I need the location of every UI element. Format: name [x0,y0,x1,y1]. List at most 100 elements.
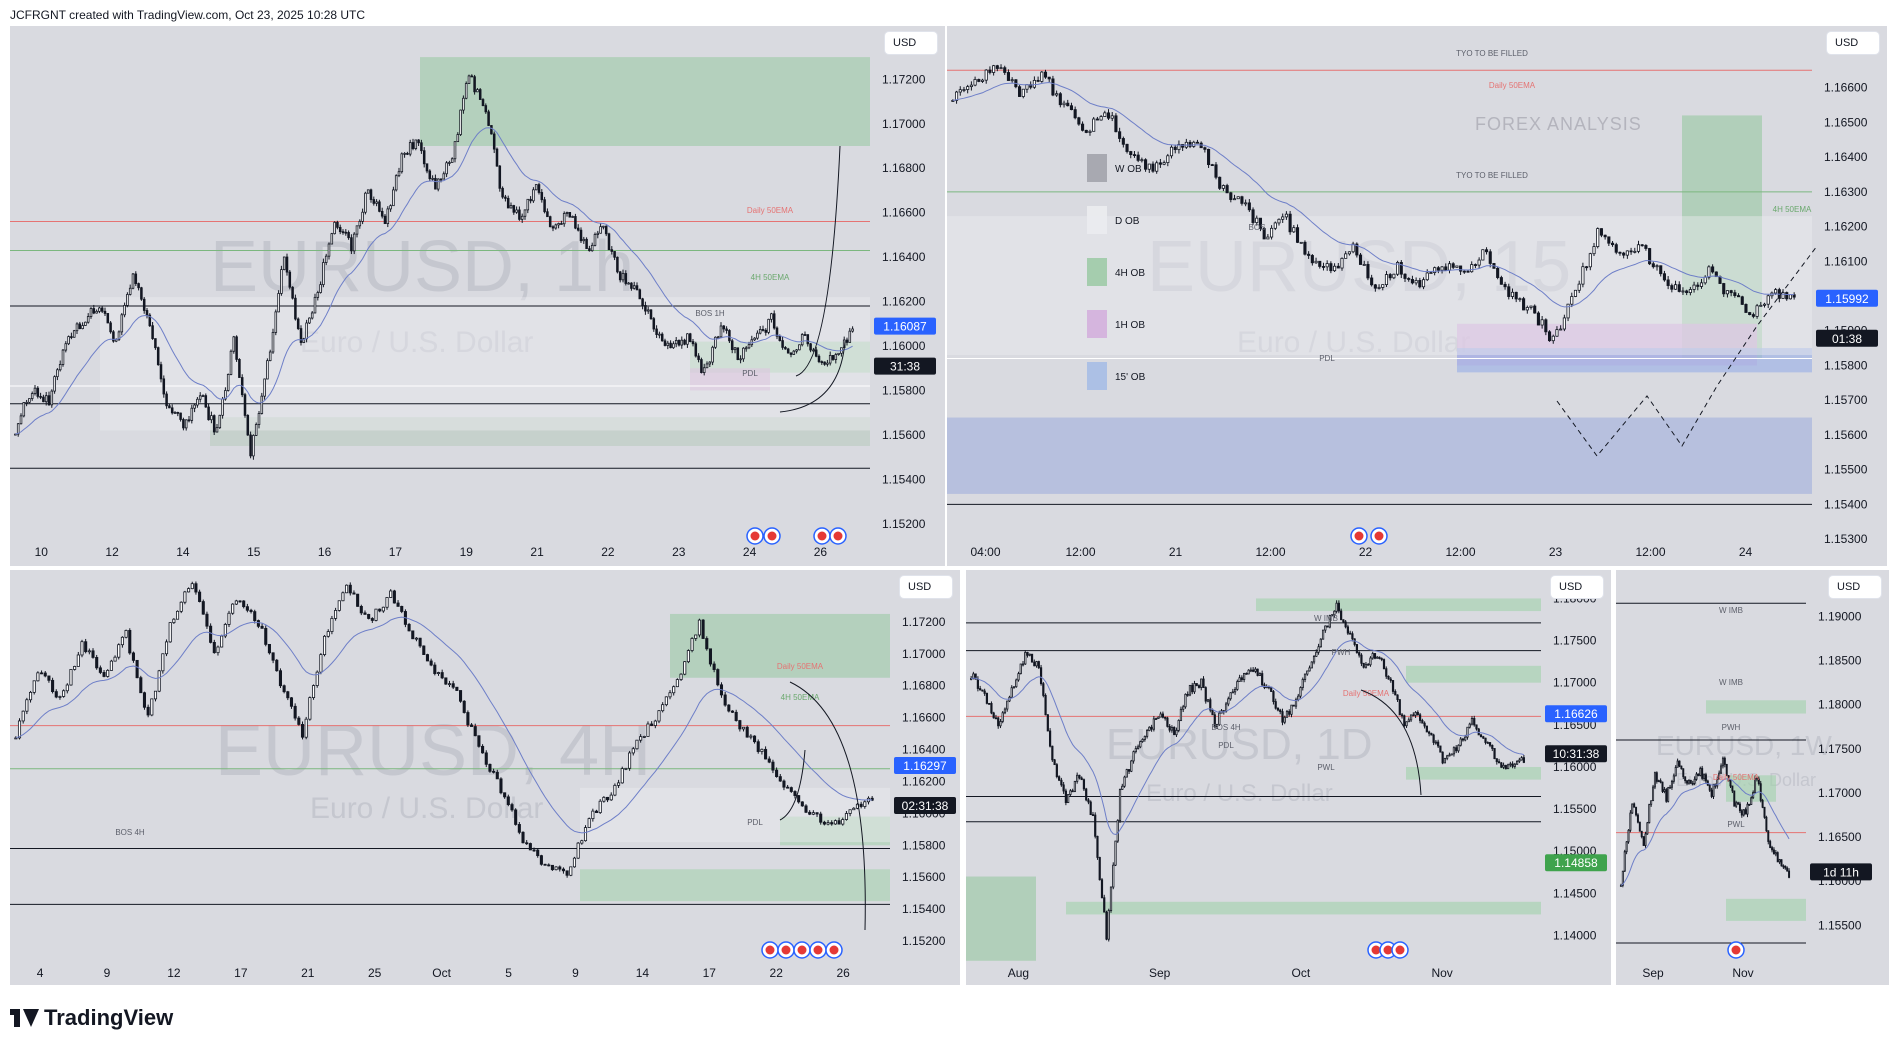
price-chart[interactable]: 1.180001.175001.170001.165001.160001.155… [966,570,1611,985]
currency-button[interactable]: USD [885,32,937,54]
candle [1635,806,1638,816]
candle [997,717,1000,727]
candle [300,724,305,738]
price-chart[interactable]: 1.16600 1.16500 1.16400 1.16300 1.16200 1.161… [947,26,1887,566]
chart-pane-15m[interactable]: EURUSD, 15 Euro / U.S. Dollar FOREX ANAL… [947,26,1887,566]
candle [451,683,455,688]
candle [113,656,117,662]
candle [781,340,784,348]
candle [784,346,787,350]
candle [638,289,642,300]
candle [668,692,672,698]
ema-line [971,640,1525,835]
currency-button[interactable]: USD [1829,576,1881,598]
chart-pane-1h[interactable]: EURUSD, 1h Euro / U.S. Dollar 1.172001.1… [10,26,945,566]
candle [1152,718,1155,730]
candle [1114,840,1117,866]
candle [822,821,826,825]
currency-button[interactable]: USD [1551,576,1603,598]
candle [246,415,250,436]
candle [1132,751,1135,762]
candle [1466,726,1469,738]
y-tick-label: 1.15200 [902,934,946,948]
candle [658,333,661,336]
candle [1221,185,1225,189]
candle [229,350,233,375]
candle [370,618,374,621]
candle [722,325,726,330]
price-chart[interactable]: 1.19000 1.18500 1.18000 1.17500 1.17000 1.165… [1616,570,1889,985]
currency-button[interactable]: USD [1827,32,1879,54]
candle [221,398,224,416]
zone-box [1406,766,1541,780]
candle [1181,143,1185,148]
candle [319,284,322,293]
chart-pane-4h[interactable]: EURUSD, 4H Euro / U.S. Dollar 1.17200 1.1… [10,570,960,985]
candle [1270,227,1274,238]
candle [1737,802,1740,805]
candle [499,778,503,794]
candle [267,643,271,654]
candle [498,165,502,189]
candle [1785,292,1789,300]
currency-button[interactable]: USD [900,576,952,598]
candle [1623,851,1626,872]
candle [234,600,238,605]
candle [1279,709,1282,713]
candle [1148,726,1151,731]
candle [1144,159,1148,170]
candle [848,330,852,343]
x-tick-label: 12:00 [1635,545,1665,559]
candle [223,624,227,637]
candle [1699,767,1702,776]
price-chart[interactable]: 1.17200 1.17000 1.16800 1.16600 1.16400 1.162… [10,26,945,566]
candle [1729,780,1732,787]
candle [760,748,764,752]
candle [367,613,371,619]
chart-pane-1w[interactable]: EURUSD, 1W Euro / U.S. Dollar 1.190001.1… [1616,570,1889,985]
price-chart[interactable]: 1.17200 1.17000 1.16800 1.16600 1.16400 1.162… [10,570,960,985]
candle [333,221,336,235]
candle [1470,264,1474,273]
candle [680,339,684,346]
candle [1399,262,1403,275]
brand-name: TradingView [44,1005,174,1030]
x-tick-label: Sep [1149,966,1171,980]
candle [1281,216,1285,220]
last-price-text: 1.16626 [1554,707,1598,721]
candle [187,588,191,593]
candle [738,720,742,730]
candle [1169,146,1174,157]
candle [28,398,31,403]
candle [583,827,588,842]
chart-pane-1d[interactable]: EURUSD, 1D Euro / U.S. Dollar 1.18000 1.1… [966,570,1611,985]
candle [1459,265,1463,272]
candle [1301,679,1304,688]
event-flag-icon [1731,945,1741,955]
candle [256,620,260,627]
candle [481,745,485,754]
candle [705,363,709,369]
candle [1077,117,1081,125]
candle [789,787,793,792]
candle [1084,129,1088,133]
candle [1247,669,1250,675]
annotation-label: 4H 50EMA [781,693,820,702]
candle [1468,723,1471,728]
tradingview-logo[interactable]: TradingView [10,1005,173,1031]
candle [1381,284,1385,288]
countdown-tag [874,357,936,375]
candle [666,342,670,346]
candle [466,712,470,726]
candle [476,89,479,93]
candle [1633,250,1637,253]
candle [444,677,448,685]
candle [1759,304,1763,307]
candle [1629,812,1632,831]
candle [1762,303,1767,306]
candle [529,198,532,202]
candle [1288,711,1291,715]
candle [231,603,235,614]
zone-box [1457,348,1812,373]
candle [453,141,457,160]
